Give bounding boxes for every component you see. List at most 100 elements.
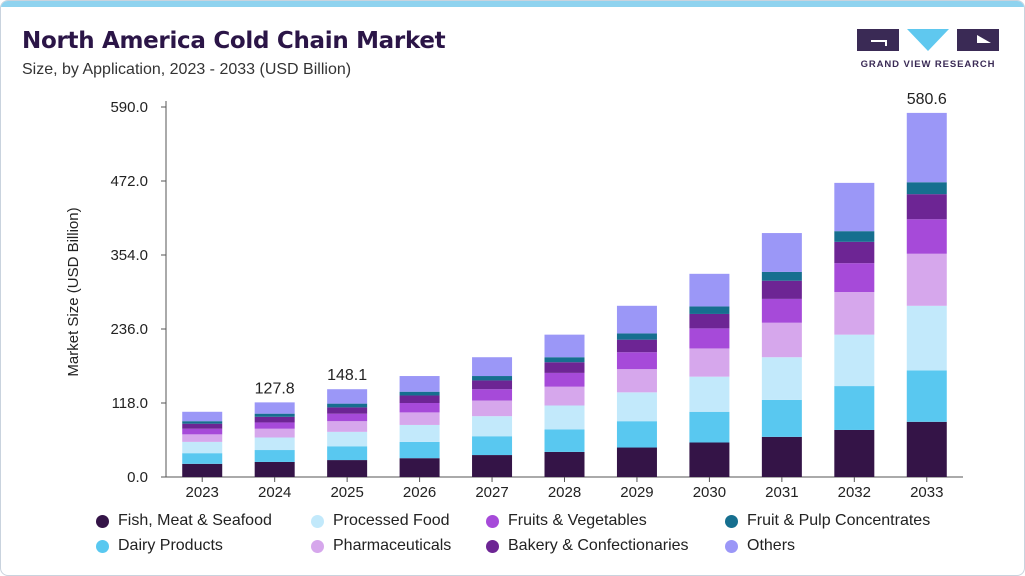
bar-segment bbox=[399, 403, 440, 413]
y-axis-title: Market Size (USD Billion) bbox=[65, 207, 82, 376]
x-tick-label: 2028 bbox=[548, 484, 581, 501]
bar-segment bbox=[906, 253, 947, 306]
top-accent-bar bbox=[1, 1, 1024, 7]
bar-segment bbox=[254, 428, 295, 438]
bar-segment bbox=[689, 313, 730, 329]
bar-segment bbox=[834, 334, 875, 387]
bar-segment bbox=[399, 391, 440, 396]
bar-segment bbox=[906, 194, 947, 220]
bar-segment bbox=[472, 436, 513, 456]
y-tick-label: 0.0 bbox=[127, 469, 148, 486]
bar-segment bbox=[834, 241, 875, 264]
bar-segment bbox=[472, 380, 513, 390]
legend-item: Others bbox=[725, 537, 795, 555]
bar-segment bbox=[254, 422, 295, 429]
bar-segment bbox=[689, 328, 730, 349]
bar-segment bbox=[906, 182, 947, 195]
legend-label: Bakery & Confectionaries bbox=[508, 537, 689, 554]
legend-swatch bbox=[486, 539, 499, 553]
bar-segment bbox=[616, 421, 657, 448]
bar-segment bbox=[182, 428, 223, 435]
bar-segment bbox=[761, 271, 802, 281]
bar-segment bbox=[544, 386, 585, 406]
bar-segment bbox=[399, 441, 440, 459]
bar-segment bbox=[399, 376, 440, 392]
bar-segment bbox=[834, 429, 875, 477]
data-label: 580.6 bbox=[907, 91, 947, 108]
legend-label: Dairy Products bbox=[118, 537, 223, 554]
bar-segment bbox=[544, 405, 585, 430]
legend-item: Pharmaceuticals bbox=[311, 537, 451, 555]
bar-segment bbox=[761, 280, 802, 299]
bar-segment bbox=[906, 219, 947, 254]
bar-segment bbox=[616, 333, 657, 340]
bar-segment bbox=[327, 407, 368, 414]
bar-segment bbox=[327, 413, 368, 422]
bar-segment bbox=[399, 395, 440, 403]
bar-segment bbox=[182, 434, 223, 442]
legend-swatch bbox=[96, 514, 109, 528]
legend-swatch bbox=[311, 539, 324, 553]
bar-segment bbox=[327, 460, 368, 477]
chart-legend: Fish, Meat & Seafood Processed Food Fruits… bbox=[96, 512, 996, 564]
bar-segment bbox=[182, 411, 223, 422]
legend-item: Processed Food bbox=[311, 512, 450, 530]
x-tick-label: 2033 bbox=[910, 484, 943, 501]
y-tick-label: 590.0 bbox=[110, 99, 148, 116]
legend-swatch bbox=[725, 539, 738, 553]
legend-label: Others bbox=[747, 537, 796, 554]
bar-segment bbox=[544, 451, 585, 477]
bar-segment bbox=[254, 437, 295, 451]
bar-segment bbox=[689, 376, 730, 412]
bar-segment bbox=[182, 463, 223, 477]
bar-segment bbox=[616, 305, 657, 334]
bar-segment bbox=[834, 292, 875, 335]
legend-label: Fish, Meat & Seafood bbox=[118, 512, 272, 529]
legend-swatch bbox=[486, 514, 499, 528]
bar-segment bbox=[834, 386, 875, 430]
bar-segment bbox=[399, 412, 440, 425]
bar-segment bbox=[472, 455, 513, 477]
x-tick-label: 2030 bbox=[693, 484, 726, 501]
chart-subtitle: Size, by Application, 2023 - 2033 (USD B… bbox=[22, 61, 352, 78]
bar-segment bbox=[472, 376, 513, 381]
bar-segment bbox=[906, 370, 947, 422]
data-label: 148.1 bbox=[327, 367, 367, 384]
bar-segment bbox=[544, 372, 585, 387]
legend-swatch bbox=[311, 514, 324, 528]
bar-segment bbox=[472, 416, 513, 437]
bar-segment bbox=[906, 112, 947, 183]
bar-segment bbox=[544, 429, 585, 452]
bar-segment bbox=[834, 263, 875, 292]
bar-segment bbox=[834, 231, 875, 242]
bar-segment bbox=[182, 421, 223, 424]
legend-label: Fruits & Vegetables bbox=[508, 512, 647, 529]
bar-segment bbox=[399, 424, 440, 442]
legend-item: Dairy Products bbox=[96, 537, 223, 555]
bar-segment bbox=[906, 305, 947, 371]
bar-segment bbox=[472, 357, 513, 377]
legend-label: Fruit & Pulp Concentrates bbox=[747, 512, 931, 529]
bar-segment bbox=[327, 389, 368, 404]
x-tick-label: 2026 bbox=[403, 484, 436, 501]
bar-segment bbox=[544, 334, 585, 358]
bar-segment bbox=[616, 392, 657, 422]
y-tick-label: 354.0 bbox=[110, 247, 148, 264]
bar-segment bbox=[254, 461, 295, 477]
x-tick-label: 2031 bbox=[765, 484, 798, 501]
legend-label: Pharmaceuticals bbox=[333, 537, 452, 554]
bar-segment bbox=[182, 441, 223, 454]
bar-segment bbox=[689, 273, 730, 307]
legend-item: Bakery & Confectionaries bbox=[486, 537, 689, 555]
bar-segment bbox=[616, 339, 657, 353]
x-tick-label: 2025 bbox=[330, 484, 363, 501]
x-tick-label: 2027 bbox=[475, 484, 508, 501]
bar-segment bbox=[182, 423, 223, 429]
bar-segment bbox=[254, 416, 295, 423]
logo-text: GRAND VIEW RESEARCH bbox=[860, 59, 996, 70]
legend-item: Fruit & Pulp Concentrates bbox=[725, 512, 930, 530]
data-label: 127.8 bbox=[255, 380, 295, 397]
bar-segment bbox=[254, 413, 295, 417]
